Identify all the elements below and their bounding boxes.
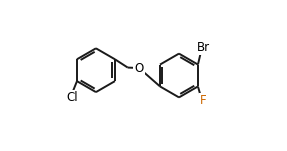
Text: Br: Br <box>197 41 210 54</box>
Text: O: O <box>134 61 144 75</box>
Text: Cl: Cl <box>66 90 77 104</box>
Text: F: F <box>200 94 207 107</box>
